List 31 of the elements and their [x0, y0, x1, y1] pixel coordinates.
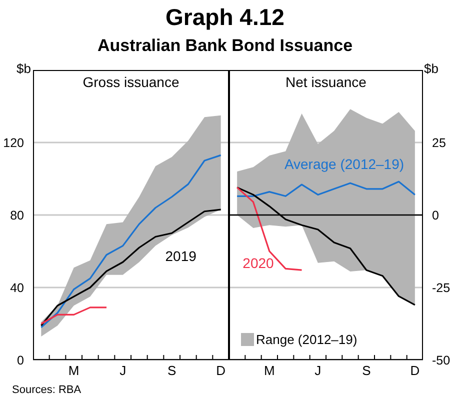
annotation: Gross issuance: [82, 74, 180, 90]
y-tick-label: 80: [10, 208, 24, 222]
y2-tick-label: 0: [432, 208, 439, 222]
y-tick-label: 40: [10, 280, 24, 295]
x-tick-label: M: [264, 363, 275, 378]
x-tick-label: D: [216, 363, 226, 378]
legend-label: Range (2012–19): [256, 332, 358, 347]
x-tick-label: M: [68, 363, 80, 378]
chart-subtitle: Australian Bank Bond Issuance: [96, 36, 354, 56]
x-tick-label: S: [167, 363, 176, 378]
x-tick-label: D: [410, 363, 420, 378]
y2-tick-label: 25: [432, 136, 446, 150]
y-tick-label: 120: [3, 136, 24, 150]
line-series: [236, 186, 303, 271]
line-series: [40, 154, 222, 328]
source-note: Sources: RBA: [12, 384, 82, 396]
chart-title: Graph 4.12: [164, 4, 286, 31]
annotation: Net issuance: [284, 74, 368, 90]
y-axis-title: $b: [16, 61, 31, 77]
y2-tick-label: -50: [432, 353, 450, 368]
x-tick-label: J: [120, 363, 126, 378]
x-tick-label: S: [362, 363, 372, 378]
series-label: Average (2012–19): [284, 156, 404, 172]
y2-axis-title: $b: [424, 61, 440, 77]
x-tick-label: J: [314, 363, 322, 378]
series-label: 2020: [242, 254, 274, 271]
line-series: [236, 180, 416, 197]
y2-tick-label: -25: [432, 280, 450, 295]
series-label: 2019: [165, 248, 197, 264]
line-series: [40, 208, 222, 326]
y-tick-label: 0: [17, 353, 24, 368]
